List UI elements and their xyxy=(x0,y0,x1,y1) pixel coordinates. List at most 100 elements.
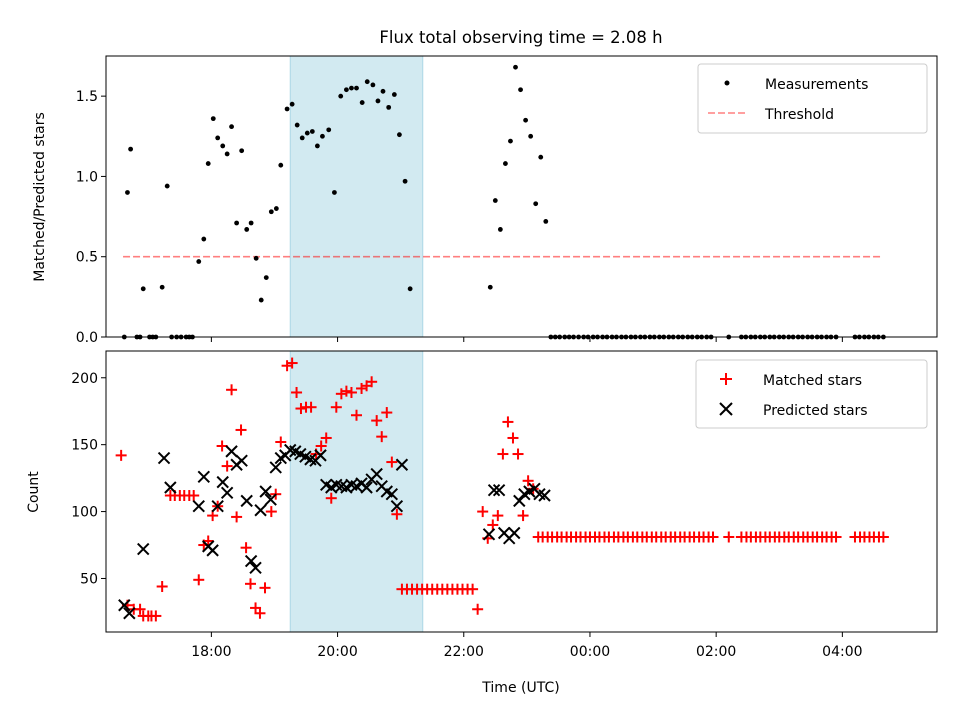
matched-point xyxy=(345,386,357,398)
bottom-y-ticks: 50 100 150 200 xyxy=(71,371,106,587)
matched-point xyxy=(221,460,233,472)
matched-point xyxy=(330,401,342,413)
matched-point xyxy=(512,448,524,460)
measurement-point xyxy=(284,106,290,112)
measurement-point xyxy=(320,133,325,139)
measurement-point xyxy=(196,259,202,264)
matched-point xyxy=(522,475,534,487)
measurement-point xyxy=(205,161,211,166)
measurement-point xyxy=(518,87,523,93)
measurement-point xyxy=(354,85,359,91)
predicted-point xyxy=(254,504,267,517)
matched-point xyxy=(723,531,735,543)
measurement-point xyxy=(375,98,381,104)
matched-point xyxy=(315,440,327,452)
measurement-point xyxy=(523,117,529,123)
measurement-point xyxy=(397,132,402,138)
predicted-point xyxy=(360,481,373,494)
measurement-point xyxy=(125,190,130,195)
matched-point xyxy=(240,542,252,554)
matched-point xyxy=(226,384,238,396)
measurement-point xyxy=(258,297,264,303)
matched-point xyxy=(502,416,514,428)
predicted-point xyxy=(118,599,131,612)
matched-point xyxy=(320,432,332,444)
x-tick-label: 00:00 xyxy=(570,644,610,660)
predicted-point xyxy=(249,561,262,574)
bottom-legend-box xyxy=(695,359,928,429)
measurement-point xyxy=(239,148,245,154)
predicted-point xyxy=(314,449,327,462)
top-axes-frame xyxy=(105,55,938,338)
measurement-point xyxy=(229,124,234,130)
matched-point xyxy=(340,385,352,397)
predicted-point xyxy=(508,526,521,540)
measurement-points xyxy=(121,64,886,340)
matched-point xyxy=(291,386,303,398)
matched-point xyxy=(707,531,719,543)
measurement-point xyxy=(234,220,240,226)
matched-point xyxy=(350,409,362,421)
predicted-point xyxy=(269,461,282,474)
bottom-x-label: Time (UTC) xyxy=(481,680,559,696)
top-legend: Measurements Threshold xyxy=(697,63,928,134)
matched-point xyxy=(497,448,509,460)
predicted-point xyxy=(211,500,224,513)
matched-point xyxy=(492,510,504,522)
measurement-point xyxy=(364,79,370,85)
measurement-point xyxy=(370,82,376,88)
predicted-point xyxy=(264,493,277,506)
matched-point xyxy=(231,511,243,523)
measurement-point xyxy=(359,100,365,105)
measurement-point xyxy=(299,135,305,141)
bottom-legend: Matched stars Predicted stars xyxy=(695,359,928,429)
predicted-point xyxy=(482,528,496,541)
predicted-point xyxy=(487,483,501,497)
predicted-point xyxy=(220,486,234,500)
bottom-axes-frame xyxy=(105,350,938,633)
top-y-label: Matched/Predicted stars xyxy=(32,112,48,282)
y-tick-label: 50 xyxy=(80,571,98,587)
matched-point xyxy=(265,506,277,518)
measurement-point xyxy=(140,286,146,292)
predicted-point xyxy=(137,542,150,556)
matched-point xyxy=(150,610,162,622)
measurement-point xyxy=(332,190,337,195)
measurement-point xyxy=(289,101,295,107)
measurement-point xyxy=(528,133,534,139)
predicted-point xyxy=(192,500,205,513)
x-tick-label: 02:00 xyxy=(696,644,736,660)
legend-predicted-label: Predicted stars xyxy=(763,403,868,419)
matched-point xyxy=(477,506,489,518)
matched-points xyxy=(115,357,889,622)
top-shaded-span xyxy=(289,55,424,338)
measurement-point xyxy=(164,183,170,189)
matched-point xyxy=(391,508,403,520)
measurement-point xyxy=(215,135,221,141)
predicted-point xyxy=(244,554,258,568)
measurement-point xyxy=(210,116,216,122)
measurement-point xyxy=(201,236,207,242)
measurement-point xyxy=(487,284,493,290)
measurement-point xyxy=(294,122,300,128)
top-y-ticks: 0.0 0.5 1.0 1.5 xyxy=(76,89,106,346)
y-tick-label: 100 xyxy=(71,505,98,521)
matched-point xyxy=(259,582,271,594)
matched-point xyxy=(115,449,127,461)
x-tick-label: 20:00 xyxy=(317,644,357,660)
measurement-point xyxy=(268,209,274,215)
bottom-x-ticks: 18:00 20:00 22:00 00:00 02:00 04:00 xyxy=(191,632,863,660)
y-tick-label: 200 xyxy=(71,371,98,387)
matched-point xyxy=(156,581,168,593)
matched-point xyxy=(275,436,287,448)
predicted-point xyxy=(538,489,551,502)
matched-point xyxy=(381,407,393,419)
legend-matched-label: Matched stars xyxy=(763,373,862,389)
measurement-point xyxy=(492,198,498,203)
legend-threshold-label: Threshold xyxy=(764,107,834,123)
x-tick-label: 04:00 xyxy=(822,644,862,660)
measurement-point xyxy=(278,162,284,168)
matched-point xyxy=(134,603,146,615)
predicted-point xyxy=(513,494,526,508)
predicted-point xyxy=(395,458,409,471)
